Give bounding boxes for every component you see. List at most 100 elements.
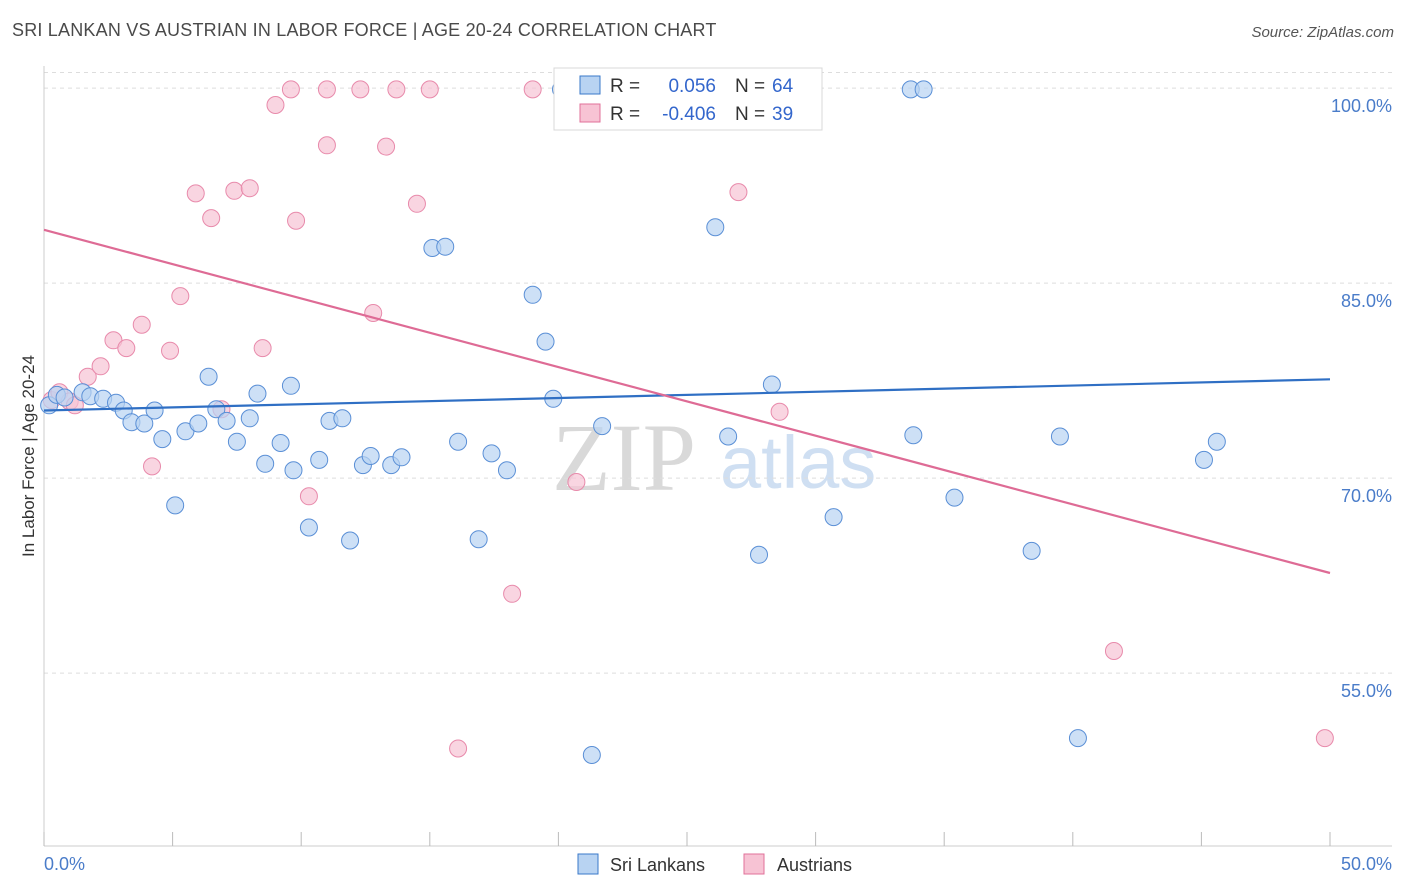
sri-lankans-point-63 [1207, 432, 1226, 451]
austrians-point-7 [117, 339, 136, 358]
source-credit: Source: ZipAtlas.com [1251, 24, 1394, 41]
y-axis-tick-labels: 55.0% 70.0% 85.0% 100.0% [1331, 96, 1392, 701]
austrians-point-37 [1104, 642, 1123, 660]
sri-lankans-point-9 [135, 414, 154, 433]
sri-lankans-trend-line [43, 378, 1331, 412]
sri-lankans-point-31 [361, 447, 380, 465]
sri-lankans-point-56 [904, 426, 923, 445]
sri-lankans-point-62 [1194, 450, 1213, 469]
sri-lankans-point-41 [536, 332, 555, 351]
austrians-point-12 [186, 184, 205, 203]
austrians-point-29 [420, 80, 439, 99]
legend-label-sri-lankans: Sri Lankans [610, 855, 705, 875]
austrians-point-18 [266, 96, 285, 114]
legend-swatch-sri-lankans [577, 853, 599, 875]
legend-label-austrians: Austrians [777, 855, 852, 875]
austrians-point-13 [202, 209, 221, 228]
sri-lankans-point-50 [706, 218, 725, 237]
austrians-point-17 [253, 339, 272, 358]
sri-lankans-point-25 [299, 518, 318, 537]
austrians-point-23 [317, 80, 336, 99]
sri-lankans-point-14 [189, 414, 208, 433]
grid-lines [44, 72, 1392, 674]
austrians-point-15 [225, 181, 244, 200]
sri-lankans-point-52 [750, 545, 769, 564]
sri-lankans-point-28 [333, 409, 352, 428]
austrians-point-10 [161, 341, 180, 360]
x-axis-ticks [43, 832, 1331, 846]
austrians-point-9 [143, 457, 162, 476]
x-tick-label-min: 0.0% [44, 854, 85, 874]
austrians-point-8 [132, 315, 151, 334]
sri-lankans-point-12 [166, 496, 185, 515]
chart-title: SRI LANKAN VS AUSTRIAN IN LABOR FORCE | … [12, 20, 717, 40]
stats-n-label-1: N = [735, 76, 765, 97]
sri-lankans-point-20 [248, 384, 267, 403]
sri-lankans-point-45 [582, 746, 601, 764]
y-tick-label-100: 100.0% [1331, 96, 1392, 116]
sri-lankans-point-21 [256, 454, 275, 473]
trend-lines [43, 228, 1331, 575]
sri-lankans-point-16 [207, 400, 226, 419]
stats-n-value-1: 64 [772, 76, 794, 97]
x-tick-label-max: 50.0% [1341, 854, 1392, 874]
sri-lankans-point-17 [217, 411, 236, 430]
austrians-point-38 [1315, 729, 1334, 748]
sri-lankans-point-2 [55, 388, 74, 407]
austrians-point-20 [287, 211, 306, 230]
austrians-point-11 [171, 287, 190, 306]
sri-lankans-point-35 [436, 237, 455, 256]
stats-n-label-2: N = [735, 104, 765, 125]
sri-lankans-point-39 [497, 461, 516, 480]
stats-swatch-pink [579, 103, 601, 123]
austrians-point-35 [729, 183, 748, 202]
y-tick-label-55: 55.0% [1341, 681, 1392, 701]
watermark-atlas: atlas [720, 421, 876, 504]
stats-n-value-2: 39 [772, 104, 793, 125]
sri-lankans-point-46 [593, 417, 612, 436]
sri-lankans-point-10 [145, 401, 164, 420]
sri-lankans-point-22 [271, 434, 290, 452]
stats-r-label-2: R = [610, 104, 640, 125]
sri-lankans-point-58 [945, 488, 964, 507]
sri-lankans-point-53 [762, 375, 781, 394]
austrians-point-21 [299, 487, 318, 506]
austrians-point-36 [770, 402, 789, 421]
austrians-point-30 [449, 739, 468, 758]
sri-lankans-point-61 [1068, 729, 1087, 748]
austrians-point-16 [240, 179, 259, 198]
austrians-point-31 [503, 584, 522, 603]
sri-lankans-point-24 [284, 461, 303, 480]
austrians-point-26 [377, 137, 396, 156]
sri-lankans-point-40 [523, 285, 542, 304]
legend: Sri Lankans Austrians [577, 853, 852, 875]
sri-lankans-point-29 [341, 531, 360, 550]
austrians-point-5 [91, 357, 110, 376]
sri-lankans-point-18 [227, 432, 246, 451]
sri-lankans-point-54 [824, 508, 843, 527]
sri-lankans-point-36 [449, 432, 468, 451]
sri-lankans-point-60 [1050, 427, 1069, 446]
stats-r-value-1: 0.056 [668, 76, 716, 97]
sri-lankans-point-26 [310, 450, 329, 469]
sri-lankans-point-57 [914, 80, 933, 99]
sri-lankans-point-38 [482, 444, 501, 463]
stats-r-label-1: R = [610, 76, 640, 97]
watermark-zip: ZIP [552, 404, 696, 511]
sri-lankans-point-51 [719, 427, 738, 446]
legend-swatch-austrians [743, 853, 765, 875]
austrians-point-33 [567, 473, 586, 491]
sri-lankans-point-33 [392, 448, 411, 467]
sri-lankans-point-37 [469, 530, 488, 549]
stats-r-value-2: -0.406 [662, 104, 716, 125]
stats-box: R = 0.056 N = 64 R = -0.406 N = 39 [553, 67, 823, 131]
austrians-point-27 [387, 80, 406, 99]
austrians-point-19 [281, 80, 300, 99]
sri-lankans-point-15 [199, 367, 218, 386]
austrians-point-28 [407, 194, 426, 213]
austrians-point-22 [317, 136, 336, 155]
austrians-trend-line [43, 228, 1331, 575]
sri-lankans-point-19 [240, 409, 259, 428]
y-tick-label-70: 70.0% [1341, 486, 1392, 506]
